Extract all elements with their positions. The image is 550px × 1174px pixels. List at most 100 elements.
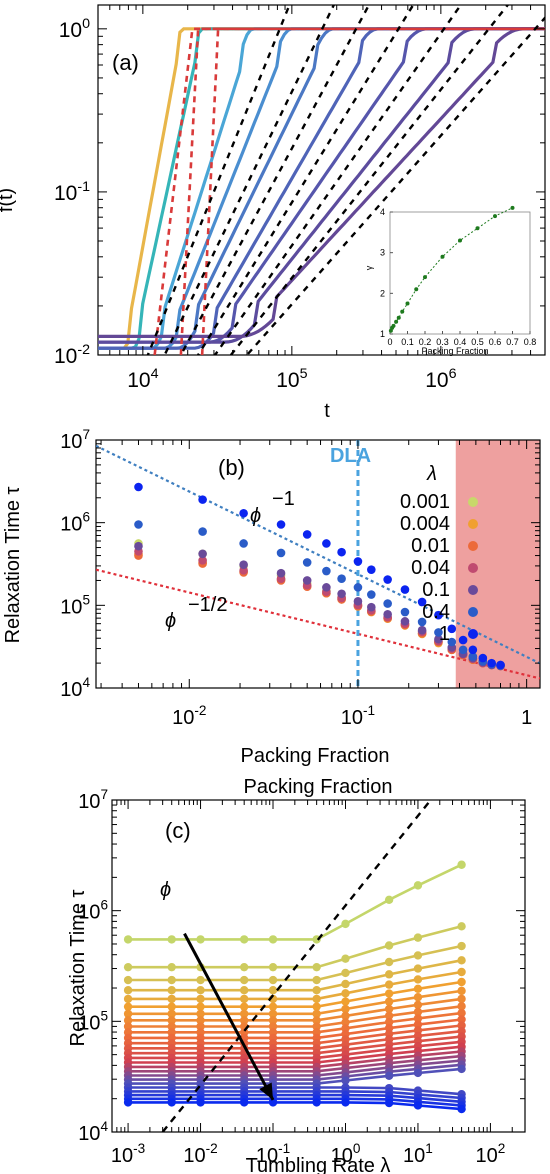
inset-x-tick-label: 0.2: [419, 337, 432, 347]
legend-entry-marker: [468, 607, 478, 617]
series-line-c: [128, 1067, 462, 1085]
inset-y-tick-label: 1: [380, 329, 385, 339]
data-point-b: [239, 560, 248, 570]
series-line-c: [128, 1054, 462, 1073]
data-point-b: [322, 539, 331, 548]
data-point-b: [496, 660, 505, 670]
data-point-c: [167, 1098, 176, 1107]
data-point-c: [384, 1098, 394, 1108]
series-line-c: [128, 980, 462, 1008]
x-tick-label-c: 10-1: [256, 1141, 290, 1167]
data-point-c: [457, 860, 466, 869]
data-point-c: [196, 985, 205, 995]
inset-y-tick-label: 3: [380, 248, 385, 258]
data-point-b: [383, 599, 392, 608]
inset-point: [475, 226, 480, 231]
data-point-b: [487, 658, 496, 668]
x-tick-label-b: 1: [521, 707, 532, 729]
chart-title-c: Packing Fraction: [244, 776, 393, 798]
data-point-c: [457, 967, 466, 977]
data-point-b: [353, 596, 363, 606]
inset-x-tick-label: 0.6: [489, 337, 502, 347]
y-tick-label-b: 107: [60, 427, 90, 453]
x-tick-label-a: 104: [127, 366, 158, 392]
data-point-c: [384, 1071, 394, 1081]
data-point-c: [384, 970, 394, 979]
data-point-b: [337, 589, 346, 599]
data-point-c: [196, 1016, 205, 1025]
series-line-c: [128, 1059, 462, 1077]
data-point-b: [198, 527, 207, 536]
data-point-b: [383, 609, 392, 619]
data-point-c: [196, 1098, 205, 1107]
phi-annotation-minus-half: ϕ: [165, 610, 176, 632]
y-axis-label-b: Relaxation Time τ: [2, 486, 24, 643]
data-point-c: [167, 994, 176, 1004]
inset-y-tick-label: 4: [380, 207, 385, 217]
data-point-c: [341, 1011, 350, 1021]
data-point-b: [468, 645, 478, 655]
series-line-c: [128, 959, 462, 992]
data-point-c: [268, 935, 278, 944]
data-point-c: [239, 985, 249, 995]
panel-b-plot: [96, 440, 540, 688]
data-point-c: [341, 979, 350, 989]
y-tick-label-c: 106: [78, 898, 108, 924]
data-point-b: [447, 637, 457, 647]
data-point-c: [196, 975, 205, 985]
series-line-c: [128, 1029, 462, 1050]
data-point-c: [268, 1022, 278, 1031]
data-point-c: [384, 1004, 394, 1014]
data-point-b: [239, 508, 248, 518]
data-point-b: [417, 597, 427, 607]
data-point-c: [341, 1098, 350, 1107]
data-point-c: [312, 1009, 321, 1018]
series-line-c: [128, 1040, 462, 1060]
series-line-c: [128, 1005, 462, 1028]
inset-x-tick-label: 0.3: [436, 337, 449, 347]
data-point-c: [413, 993, 423, 1002]
data-point-b: [400, 617, 410, 626]
data-point-b: [337, 574, 346, 583]
data-point-c: [123, 1022, 133, 1031]
legend-entry-marker: [468, 629, 478, 639]
data-point-c: [413, 933, 423, 942]
legend-entry-label: 0.004: [400, 513, 450, 535]
y-tick-label-c: 104: [78, 1119, 108, 1145]
series-line-c: [128, 1093, 462, 1104]
red-dashed-fit: [200, 27, 545, 355]
data-point-c: [341, 1018, 350, 1027]
data-point-c: [167, 1016, 176, 1025]
panel-a-frame: [97, 4, 546, 356]
inset-x-tick-label: 0.8: [524, 337, 537, 347]
black-dashed-fit: [196, 5, 415, 355]
data-point-c: [268, 962, 278, 972]
x-tick-label-c: 102: [476, 1141, 506, 1167]
data-point-c: [123, 1016, 133, 1025]
data-point-c: [196, 935, 205, 944]
data-point-c: [312, 1022, 321, 1031]
inset-frame: [389, 211, 531, 335]
panel-a-plot: [98, 5, 545, 355]
arrow-head: [259, 1082, 274, 1100]
inset-point: [423, 275, 427, 280]
data-point-c: [384, 941, 394, 950]
data-point-b: [458, 645, 468, 655]
data-point-c: [457, 1008, 466, 1018]
data-point-c: [341, 1004, 350, 1014]
series-line-c: [128, 1018, 462, 1040]
data-point-b: [400, 585, 410, 594]
x-tick-label-c: 10-2: [183, 1141, 217, 1167]
data-point-c: [196, 1002, 205, 1011]
black-dashed-fit: [146, 5, 291, 355]
data-point-b: [353, 557, 363, 566]
data-point-c: [341, 1076, 350, 1085]
data-point-c: [196, 1009, 205, 1018]
series-line-c: [128, 1063, 462, 1081]
data-point-b: [239, 539, 248, 548]
data-point-b: [367, 565, 376, 574]
data-point-c: [341, 997, 350, 1006]
data-point-c: [413, 1020, 423, 1029]
data-point-c: [123, 962, 133, 972]
data-point-b: [134, 520, 143, 529]
